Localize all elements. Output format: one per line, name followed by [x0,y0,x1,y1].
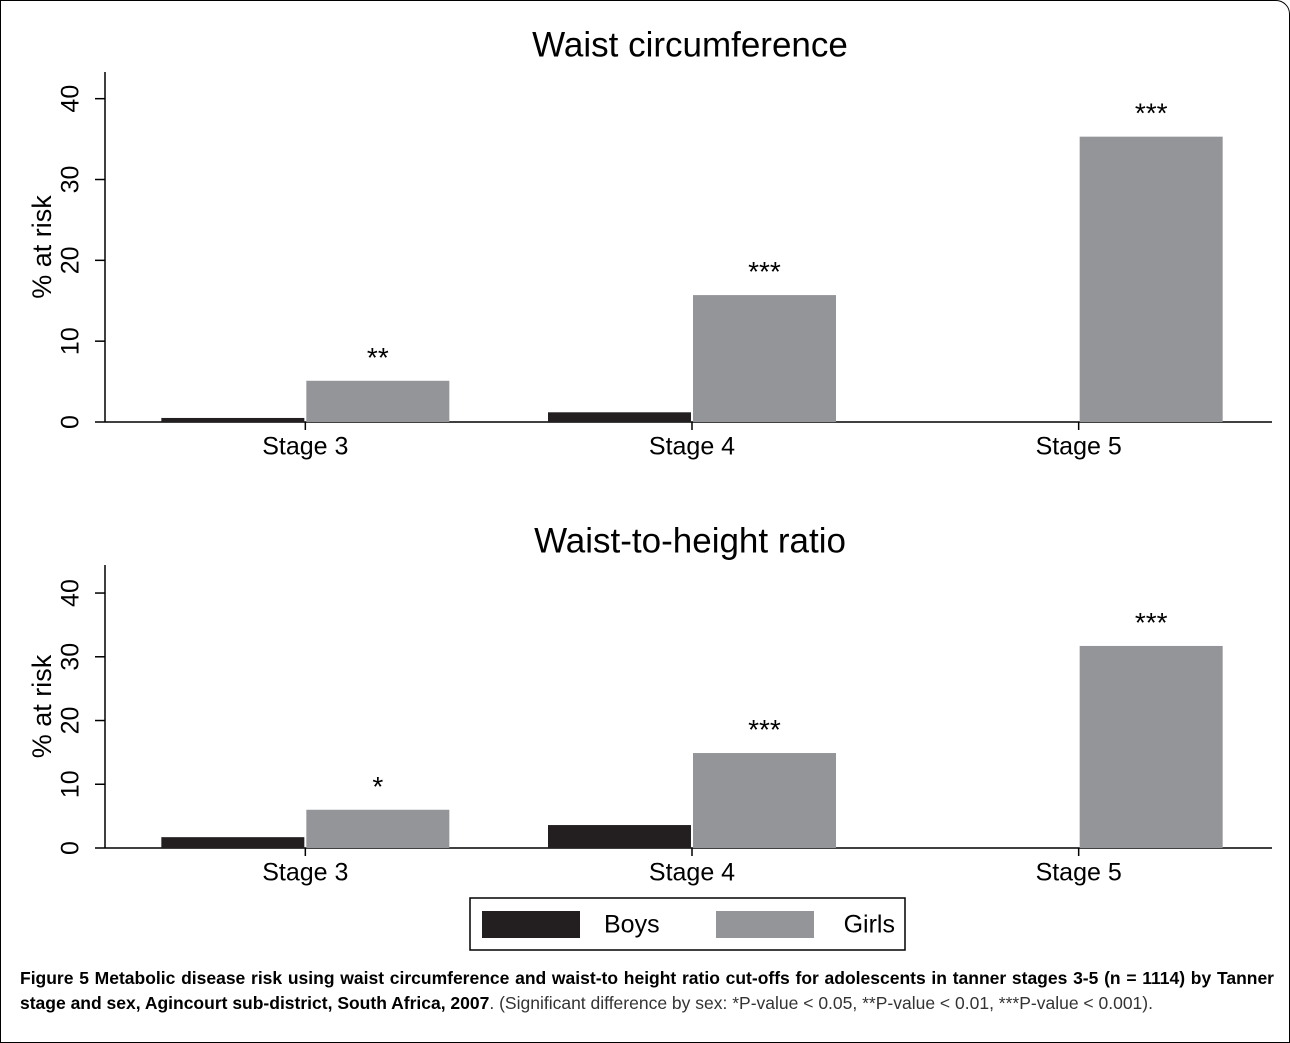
x-tick-label: Stage 5 [1036,859,1122,887]
significance-label: * [372,771,383,802]
significance-label: *** [1135,607,1168,638]
bar [1079,136,1223,422]
bar [1079,645,1223,848]
y-axis-label: % at risk [27,654,57,758]
y-tick-label: 0 [57,415,85,429]
caption-title: Figure 5 Metabolic disease risk using wa… [20,968,1274,1013]
significance-label: *** [748,256,781,287]
y-tick-label: 10 [57,327,85,355]
chart-title: Waist circumference [532,25,848,64]
significance-label: ** [367,342,389,373]
bar [306,809,450,848]
x-tick-label: Stage 5 [1036,433,1122,461]
significance-label: *** [1135,98,1168,129]
chart-title: Waist-to-height ratio [534,521,846,560]
legend-label: Girls [844,911,895,939]
legend-swatch [482,911,580,938]
x-tick-label: Stage 4 [649,433,735,461]
significance-label: *** [748,714,781,745]
caption-text: . (Significant difference by sex: *P-val… [489,993,1153,1013]
chart: Waist circumference % at risk 0 10 20 30 40 Sta… [27,25,1272,951]
bar [693,295,836,422]
y-tick-label: 40 [57,85,85,113]
bar [693,753,836,848]
x-tick-label: Stage 3 [262,859,348,887]
y-tick-label: 30 [57,643,85,671]
x-tick-label: Stage 4 [649,859,735,887]
legend-swatch [716,911,814,938]
legend-box [469,897,906,951]
bar [306,380,450,422]
bar [548,825,691,848]
y-axis-label: % at risk [27,195,57,299]
y-tick-label: 40 [57,579,85,607]
y-tick-label: 0 [57,841,85,855]
bar [161,837,305,848]
x-tick-label: Stage 3 [262,433,348,461]
bar [161,417,305,422]
bar [548,412,691,422]
y-tick-label: 20 [57,707,85,735]
y-tick-label: 10 [57,770,85,798]
y-tick-label: 20 [57,246,85,274]
legend-label: Boys [604,911,660,939]
caption: Figure 5 Metabolic disease risk using wa… [20,966,1274,1016]
y-tick-label: 30 [57,166,85,194]
